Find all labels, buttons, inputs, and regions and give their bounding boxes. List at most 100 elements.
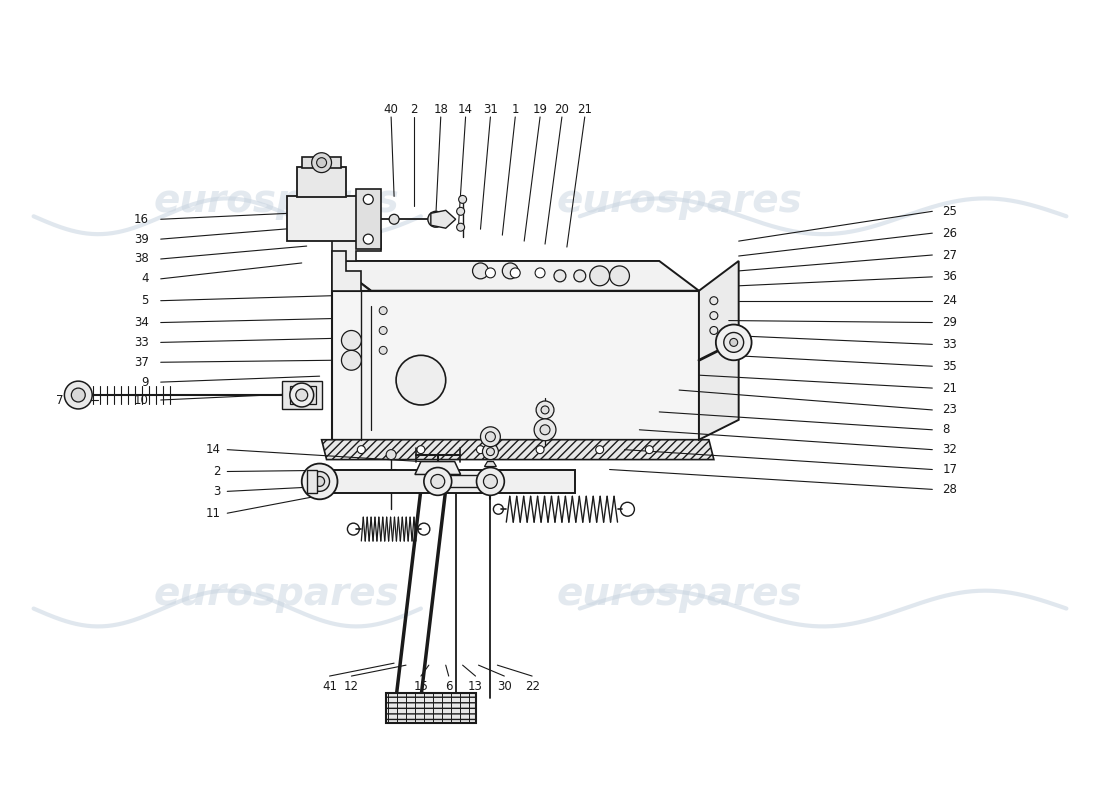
Circle shape bbox=[428, 211, 443, 227]
Text: eurospares: eurospares bbox=[557, 574, 802, 613]
Circle shape bbox=[710, 326, 718, 334]
Text: 10: 10 bbox=[134, 394, 148, 406]
Circle shape bbox=[729, 338, 738, 346]
Text: 36: 36 bbox=[943, 270, 957, 283]
Bar bbox=[289, 386, 316, 404]
Text: 41: 41 bbox=[322, 679, 337, 693]
Circle shape bbox=[710, 297, 718, 305]
Text: 3: 3 bbox=[213, 485, 220, 498]
Text: 20: 20 bbox=[554, 102, 570, 115]
Circle shape bbox=[481, 427, 500, 446]
Text: 9: 9 bbox=[141, 376, 149, 389]
Circle shape bbox=[363, 234, 373, 244]
Text: 27: 27 bbox=[943, 249, 957, 262]
Circle shape bbox=[535, 419, 556, 441]
Circle shape bbox=[485, 432, 495, 442]
Bar bbox=[438, 475, 491, 487]
Circle shape bbox=[431, 474, 444, 488]
Circle shape bbox=[296, 389, 308, 401]
Text: 32: 32 bbox=[943, 443, 957, 456]
Circle shape bbox=[65, 381, 92, 409]
Circle shape bbox=[363, 194, 373, 204]
Polygon shape bbox=[301, 157, 341, 168]
Text: 15: 15 bbox=[414, 679, 428, 693]
Circle shape bbox=[503, 263, 518, 279]
Circle shape bbox=[484, 474, 497, 488]
Circle shape bbox=[317, 158, 327, 168]
Text: 11: 11 bbox=[206, 506, 220, 520]
Circle shape bbox=[540, 425, 550, 434]
Circle shape bbox=[609, 266, 629, 286]
Bar bbox=[311, 470, 575, 494]
Text: 2: 2 bbox=[212, 465, 220, 478]
Circle shape bbox=[379, 346, 387, 354]
Polygon shape bbox=[698, 261, 739, 440]
Circle shape bbox=[473, 263, 488, 279]
Polygon shape bbox=[331, 231, 382, 261]
Text: 35: 35 bbox=[943, 360, 957, 373]
Circle shape bbox=[483, 444, 498, 459]
Text: 17: 17 bbox=[943, 463, 957, 476]
Text: 21: 21 bbox=[943, 382, 957, 394]
Polygon shape bbox=[431, 210, 455, 228]
Text: 4: 4 bbox=[141, 272, 149, 286]
Text: 37: 37 bbox=[134, 356, 148, 369]
Text: 40: 40 bbox=[384, 102, 398, 115]
Circle shape bbox=[379, 326, 387, 334]
Text: 34: 34 bbox=[134, 316, 148, 329]
Text: 33: 33 bbox=[943, 338, 957, 351]
Text: eurospares: eurospares bbox=[154, 574, 399, 613]
Text: 5: 5 bbox=[142, 294, 148, 307]
Circle shape bbox=[574, 270, 585, 282]
Circle shape bbox=[485, 268, 495, 278]
Polygon shape bbox=[331, 251, 361, 290]
Polygon shape bbox=[287, 197, 361, 241]
Circle shape bbox=[535, 268, 544, 278]
Text: 12: 12 bbox=[344, 679, 359, 693]
Circle shape bbox=[396, 355, 446, 405]
Text: 6: 6 bbox=[446, 679, 452, 693]
Text: 19: 19 bbox=[532, 102, 548, 115]
Text: 28: 28 bbox=[943, 483, 957, 496]
Text: 2: 2 bbox=[410, 102, 418, 115]
Circle shape bbox=[590, 266, 609, 286]
Circle shape bbox=[301, 463, 338, 499]
Text: 38: 38 bbox=[134, 253, 148, 266]
Polygon shape bbox=[356, 190, 382, 249]
Circle shape bbox=[646, 446, 653, 454]
Text: eurospares: eurospares bbox=[557, 182, 802, 220]
Text: 14: 14 bbox=[458, 102, 473, 115]
Circle shape bbox=[341, 330, 361, 350]
Circle shape bbox=[379, 306, 387, 314]
Text: 13: 13 bbox=[469, 679, 483, 693]
Circle shape bbox=[424, 467, 452, 495]
Circle shape bbox=[72, 388, 86, 402]
Circle shape bbox=[389, 214, 399, 224]
Circle shape bbox=[510, 268, 520, 278]
Text: 24: 24 bbox=[943, 294, 957, 307]
Circle shape bbox=[456, 207, 464, 215]
Polygon shape bbox=[331, 261, 698, 290]
Circle shape bbox=[289, 383, 314, 407]
Circle shape bbox=[536, 401, 554, 419]
Text: 39: 39 bbox=[134, 233, 148, 246]
Text: 7: 7 bbox=[56, 394, 64, 406]
Circle shape bbox=[724, 333, 744, 352]
Circle shape bbox=[541, 406, 549, 414]
Circle shape bbox=[716, 325, 751, 360]
Circle shape bbox=[459, 195, 466, 203]
Text: 30: 30 bbox=[497, 679, 512, 693]
Text: eurospares: eurospares bbox=[154, 182, 399, 220]
Circle shape bbox=[596, 446, 604, 454]
Text: 18: 18 bbox=[433, 102, 448, 115]
Polygon shape bbox=[331, 261, 372, 430]
Text: 8: 8 bbox=[943, 423, 949, 436]
Text: 31: 31 bbox=[483, 102, 498, 115]
Text: 23: 23 bbox=[943, 403, 957, 417]
Polygon shape bbox=[386, 693, 475, 722]
Circle shape bbox=[386, 450, 396, 459]
Polygon shape bbox=[415, 462, 461, 474]
Circle shape bbox=[476, 446, 484, 454]
Circle shape bbox=[341, 350, 361, 370]
Circle shape bbox=[358, 446, 365, 454]
